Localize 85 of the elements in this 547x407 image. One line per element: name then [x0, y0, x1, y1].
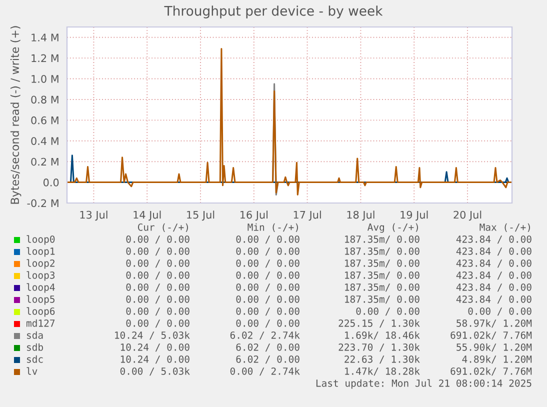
- y-tick-label: 1.4 M: [32, 34, 58, 42]
- text: 0.00 / 0.00: [236, 271, 300, 280]
- text: 225.15 / 1.30k: [338, 319, 420, 328]
- text: 423.84 / 0.00: [456, 295, 532, 304]
- text: 423.84 / 0.00: [456, 283, 532, 292]
- text: 10.24 / 5.03k: [115, 331, 190, 340]
- x-tick-label: 13 Jul: [80, 210, 108, 221]
- text: 187.35m/ 0.00: [345, 283, 420, 292]
- text: 0.00 / 0.00: [126, 295, 190, 304]
- legend-label: loop2: [26, 259, 54, 269]
- text: 0.00 / 0.00: [236, 247, 300, 256]
- text: 691.02k/ 7.76M: [450, 367, 532, 376]
- text: Last update: Mon Jul 21 08:00:14 2025: [316, 379, 532, 389]
- text: 1.69k/ 18.46k: [345, 331, 420, 340]
- y-tick-label: 0.8 M: [31, 96, 58, 104]
- legend-label: sdb: [27, 343, 43, 351]
- text: Avg (-/+): [368, 223, 418, 233]
- text: 187.35m/ 0.00: [345, 235, 420, 244]
- text: 6.02 / 0.00: [236, 343, 300, 352]
- text: 0.00 / 5.03k: [120, 367, 190, 376]
- x-tick-label: 18 Jul: [347, 210, 374, 221]
- y-tick-label: 1.0 M: [32, 74, 58, 83]
- text: 10.24 / 0.00: [120, 355, 190, 364]
- text: 0.00 / 0.00: [126, 235, 190, 244]
- legend-label: loop3: [26, 271, 55, 281]
- text: 22.63 / 1.30k: [344, 355, 420, 364]
- text: 0.00 / 0.00: [236, 235, 300, 244]
- legend-label: sda: [27, 331, 43, 339]
- text: Max (-/+): [480, 223, 530, 232]
- x-tick-label: 14 Jul: [134, 210, 161, 221]
- text: Cur (-/+): [138, 223, 188, 232]
- text: 0.00 / 0.00: [126, 247, 190, 256]
- legend-label: md127: [26, 319, 55, 327]
- text: 223.70 / 1.30k: [338, 343, 420, 352]
- text: 0.00 / 0.00: [356, 307, 420, 316]
- legend-label: sdc: [27, 355, 43, 363]
- y-tick-label: 1.2 M: [32, 54, 58, 62]
- text: 423.84 / 0.00: [456, 259, 532, 268]
- legend-label: loop6: [26, 307, 55, 317]
- text: 423.84 / 0.00: [456, 235, 532, 244]
- legend-label: loop1: [26, 247, 55, 257]
- y-tick-label: 0.2 M: [31, 158, 58, 166]
- text: 10.24 / 0.00: [120, 343, 190, 352]
- text: 423.84 / 0.00: [456, 247, 532, 256]
- text: 0.00 / 0.00: [126, 283, 190, 292]
- y-tick-label: 0.4 M: [31, 137, 58, 145]
- x-tick-label: 16 Jul: [240, 210, 268, 221]
- text: 187.35m/ 0.00: [345, 295, 420, 304]
- text: 0.00 / 2.74k: [230, 367, 300, 376]
- text: 691.02k/ 7.76M: [450, 331, 532, 340]
- text: 1.47k/ 18.28k: [345, 367, 420, 376]
- text: 0.00 / 0.00: [468, 307, 532, 316]
- x-tick-label: 20 Jul: [454, 210, 482, 221]
- y-tick-label: -0.2 M: [27, 199, 58, 208]
- legend-label: loop4: [26, 283, 55, 293]
- text: 0.00 / 0.00: [236, 259, 300, 268]
- text: 6.02 / 2.74k: [230, 331, 300, 340]
- text: 0.00 / 0.00: [236, 295, 300, 304]
- legend-label: loop5: [26, 295, 54, 305]
- text: 187.35m/ 0.00: [345, 271, 420, 280]
- text: 0.00 / 0.00: [236, 307, 300, 316]
- text: 0.00 / 0.00: [126, 319, 190, 328]
- text: 0.00 / 0.00: [126, 271, 190, 280]
- text: 58.97k/ 1.20M: [456, 319, 532, 328]
- text: 6.02 / 0.00: [236, 355, 300, 364]
- x-tick-label: 15 Jul: [187, 210, 214, 221]
- text: 4.89k/ 1.20M: [462, 355, 532, 364]
- line-series: [67, 48, 512, 196]
- text: 187.35m/ 0.00: [345, 247, 420, 256]
- text: Min (-/+): [248, 223, 298, 232]
- text: 0.00 / 0.00: [236, 283, 300, 292]
- y-axis-title: Bytes/second read (-) / write (+): [10, 26, 22, 204]
- chart-title: Throughput per device - by week: [164, 6, 383, 18]
- text: 423.84 / 0.00: [456, 271, 532, 280]
- text: 0.00 / 0.00: [236, 319, 300, 328]
- x-tick-label: 17 Jul: [294, 210, 321, 221]
- text: 55.90k/ 1.20M: [456, 343, 532, 352]
- x-tick-label: 19 Jul: [400, 210, 428, 221]
- text: 0.00 / 0.00: [126, 307, 190, 316]
- y-tick-label: 0.0: [43, 178, 59, 186]
- y-tick-label: 0.6 M: [31, 116, 58, 124]
- legend-label: lv: [26, 367, 38, 375]
- legend-label: loop0: [26, 235, 55, 245]
- text: 0.00 / 0.00: [126, 259, 190, 268]
- text: 187.35m/ 0.00: [345, 259, 420, 268]
